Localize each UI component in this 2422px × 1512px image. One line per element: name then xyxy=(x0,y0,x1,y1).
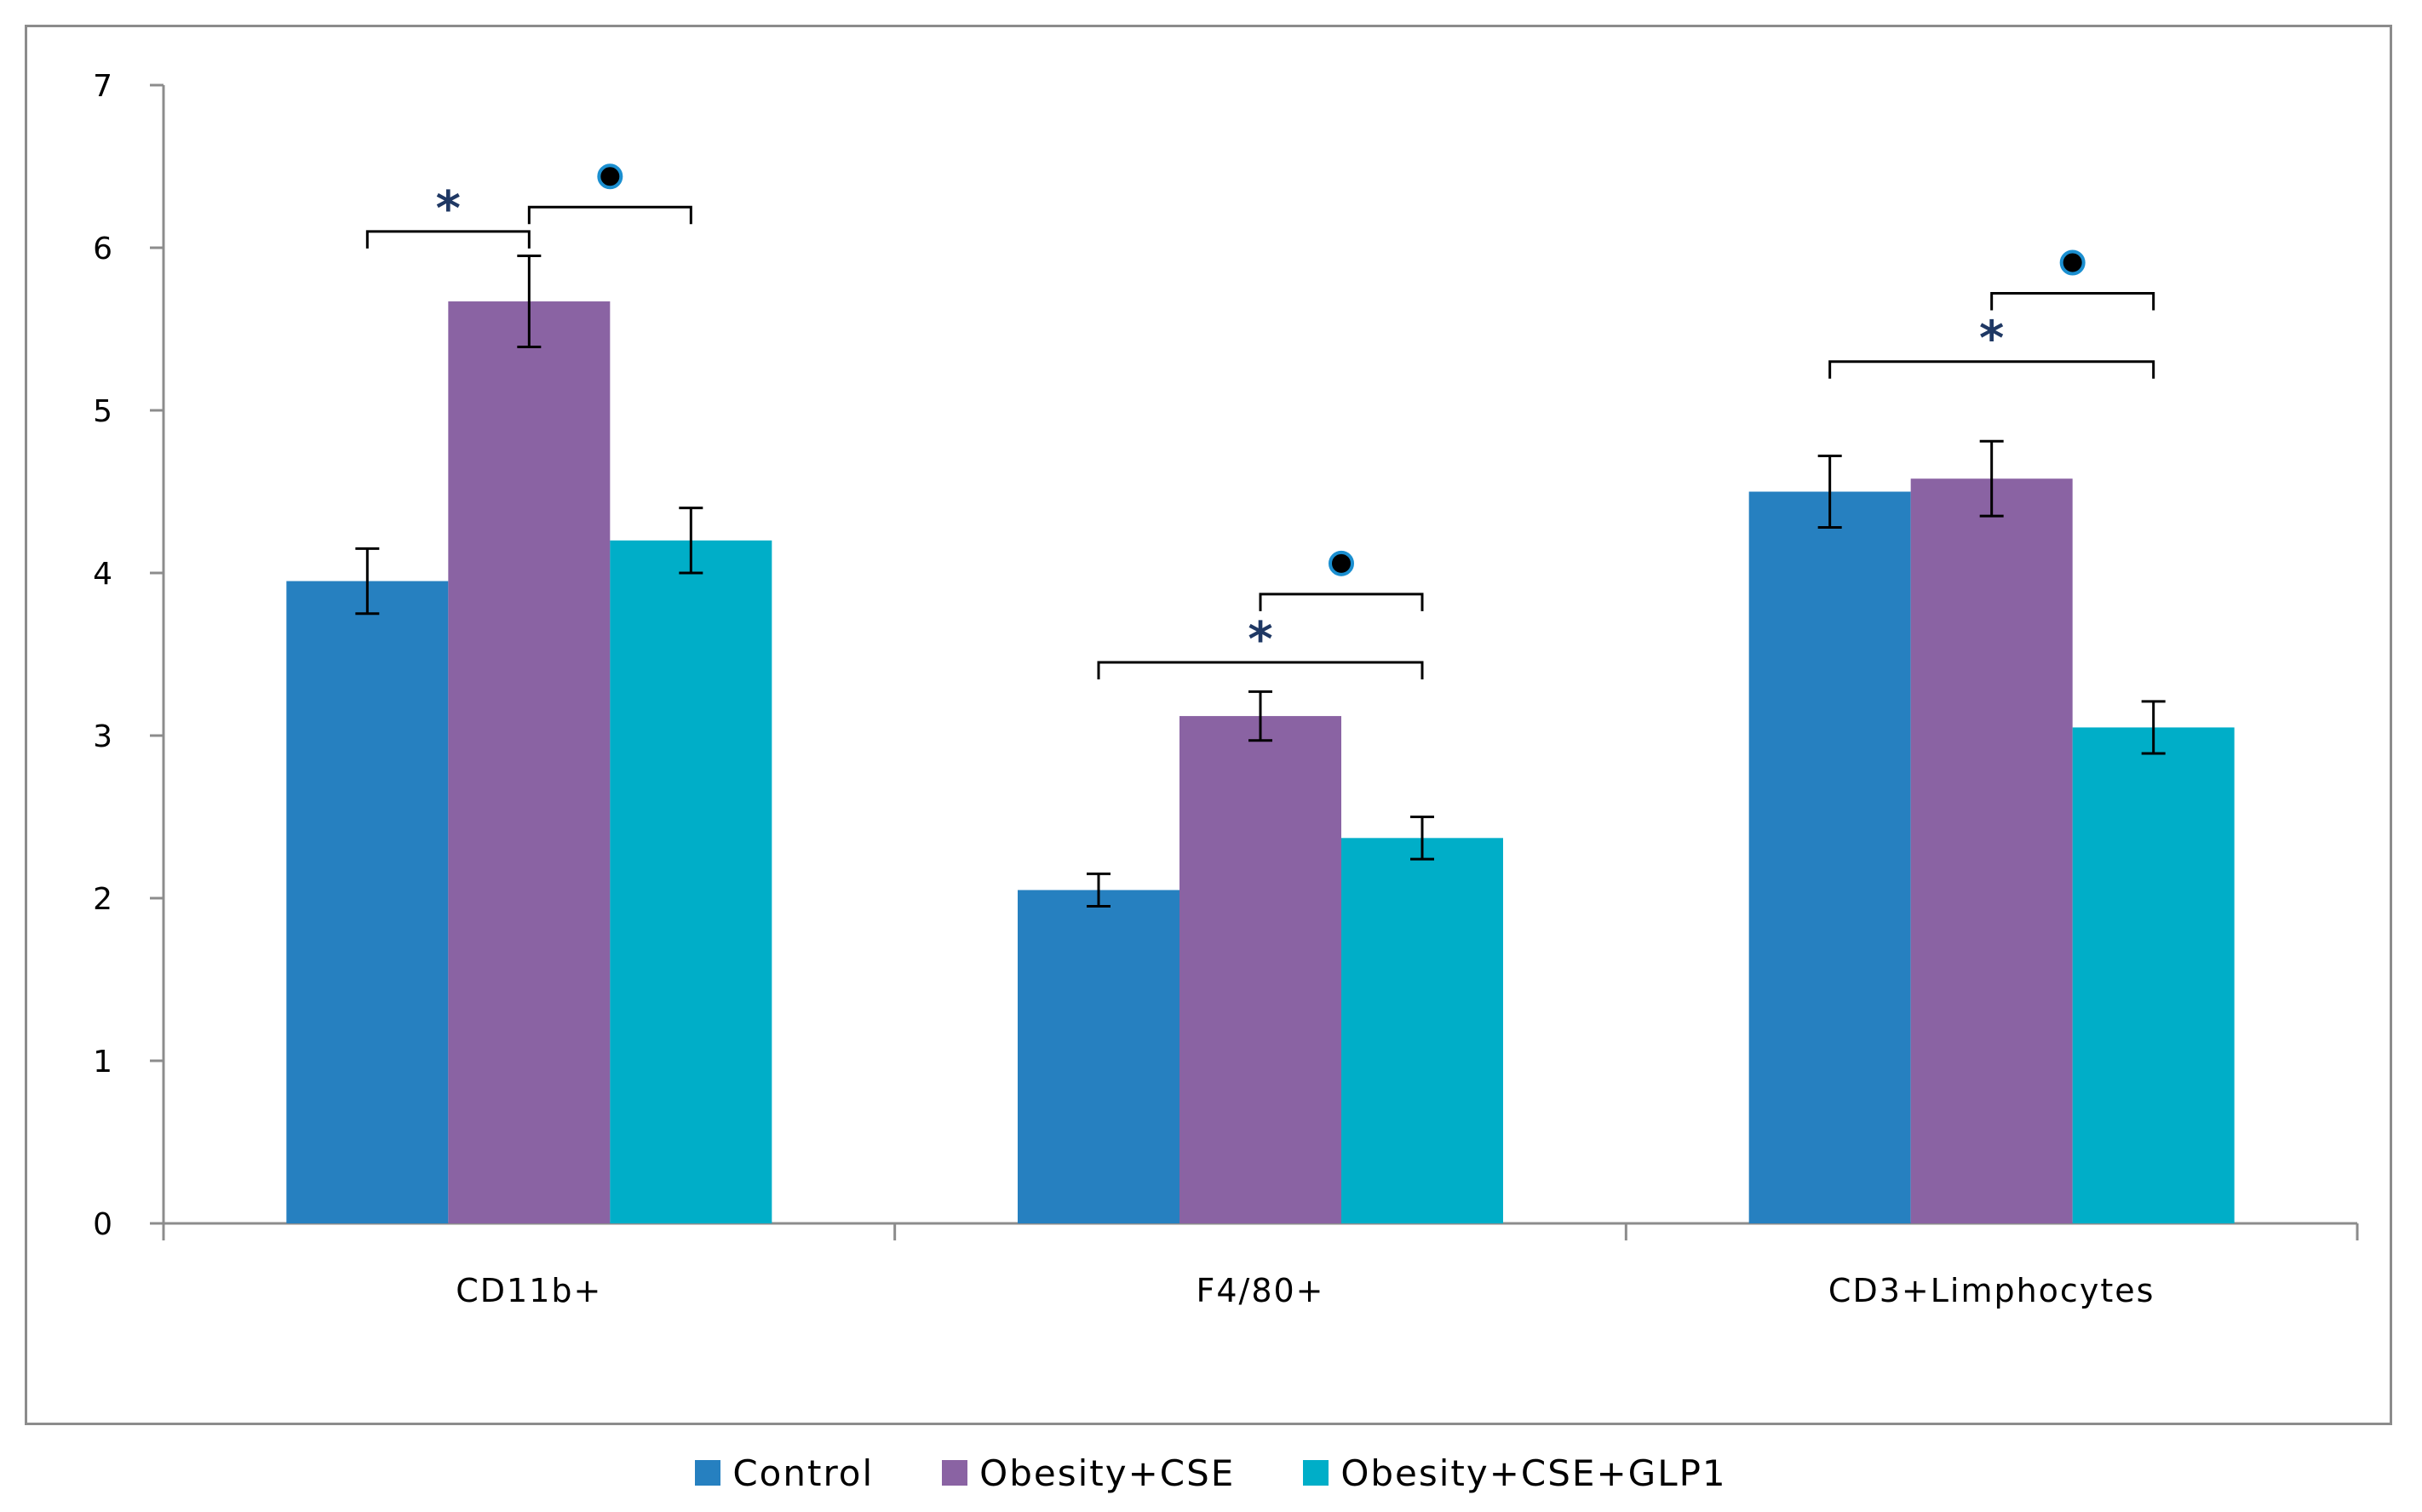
bar-obesity-cse-glp1-1 xyxy=(1341,838,1503,1223)
bar-obesity-cse-glp1-0 xyxy=(610,540,772,1223)
significance-bracket xyxy=(1828,360,2155,379)
bar-chart: 0 1 2 3 4 5 6 7 CD11b+ F4/80+ CD3+Limphocytes * * * xyxy=(93,69,2359,1309)
significance-bracket xyxy=(1259,593,1424,611)
y-tick-label: 4 xyxy=(93,557,112,592)
significance-dot xyxy=(2059,249,2086,276)
bars xyxy=(286,301,2235,1223)
legend-item: Obesity+CSE+GLP1 xyxy=(1303,1452,1726,1494)
legend-label: Obesity+CSE xyxy=(979,1452,1236,1494)
y-tick-label: 1 xyxy=(93,1045,112,1080)
significance-star: * xyxy=(1248,612,1272,667)
significance-bracket xyxy=(527,205,692,225)
legend-swatch xyxy=(695,1460,721,1486)
legend-item: Obesity+CSE xyxy=(942,1452,1235,1494)
bar-control-0 xyxy=(286,581,449,1223)
y-tick-label: 0 xyxy=(93,1207,112,1242)
bar-obesity-cse-2 xyxy=(1910,478,2073,1223)
x-category-label: CD3+Limphocytes xyxy=(1828,1272,2155,1309)
bar-control-2 xyxy=(1748,491,1911,1223)
y-tick-label: 3 xyxy=(93,719,112,754)
error-bars xyxy=(355,255,2166,908)
legend-swatch xyxy=(942,1460,968,1486)
significance-dot xyxy=(597,163,623,190)
y-tick-label: 7 xyxy=(93,69,112,104)
x-category-label: CD11b+ xyxy=(456,1272,602,1309)
legend-item: Control xyxy=(695,1452,874,1494)
significance-bracket xyxy=(1990,291,2155,311)
legend-label: Obesity+CSE+GLP1 xyxy=(1340,1452,1727,1494)
y-tick-label: 5 xyxy=(93,394,112,429)
bar-obesity-cse-glp1-2 xyxy=(2072,727,2235,1223)
significance-bracket xyxy=(1097,661,1424,680)
significance-dot xyxy=(1329,550,1354,576)
bar-obesity-cse-1 xyxy=(1179,716,1341,1223)
legend: Control Obesity+CSE Obesity+CSE+GLP1 xyxy=(0,1439,2422,1507)
significance-annotations: * * * xyxy=(365,163,2155,680)
significance-star: * xyxy=(1979,312,2004,367)
y-tick-label: 2 xyxy=(93,882,112,917)
significance-bracket xyxy=(365,230,531,249)
bar-obesity-cse-0 xyxy=(448,301,611,1223)
y-tick-label: 6 xyxy=(93,232,112,266)
bar-control-1 xyxy=(1018,890,1179,1223)
significance-star: * xyxy=(436,181,461,237)
x-category-label: F4/80+ xyxy=(1196,1272,1324,1309)
legend-swatch xyxy=(1303,1460,1329,1486)
legend-label: Control xyxy=(732,1452,875,1494)
